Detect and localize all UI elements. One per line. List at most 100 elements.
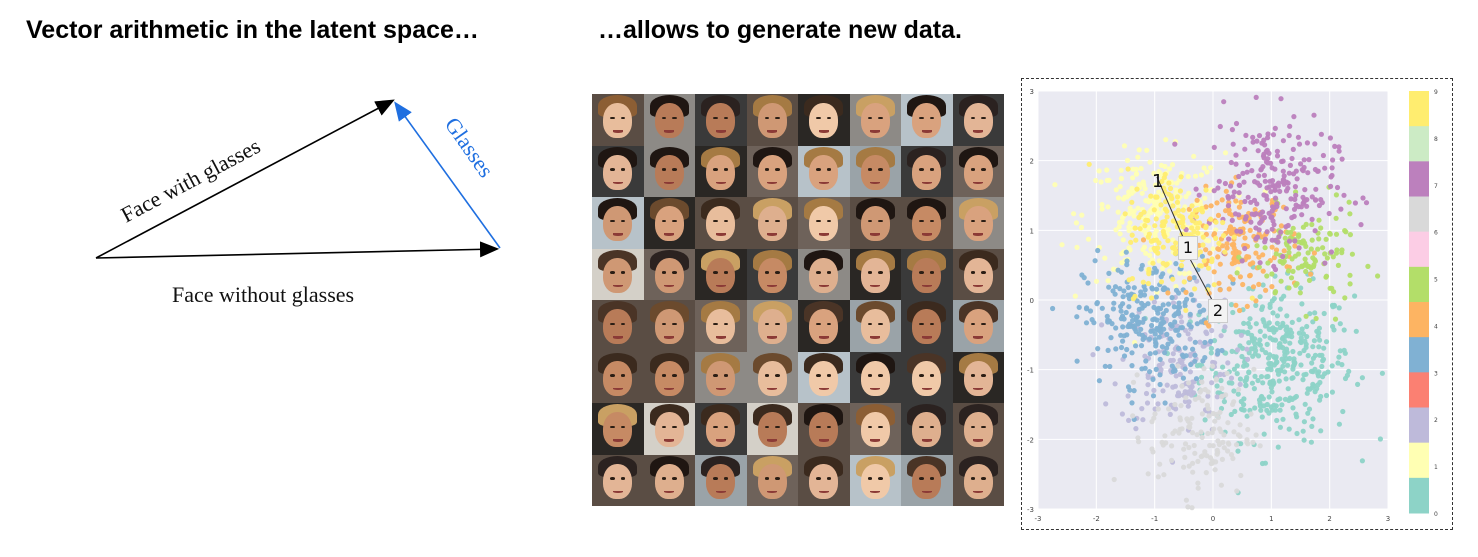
scatter-point: [1129, 199, 1135, 205]
scatter-point: [1292, 196, 1298, 202]
scatter-point: [1078, 224, 1085, 231]
scatter-point: [1312, 141, 1318, 147]
scatter-point: [1256, 173, 1262, 179]
scatter-point: [1258, 407, 1264, 413]
scatter-point: [1326, 210, 1332, 217]
scatter-point: [1125, 284, 1131, 291]
scatter-point: [1218, 405, 1225, 412]
scatter-point: [1228, 375, 1235, 381]
scatter-point: [1109, 321, 1115, 327]
scatter-point: [1246, 340, 1252, 346]
scatter-point: [1305, 410, 1311, 416]
scatter-point: [1160, 219, 1166, 225]
scatter-point: [1243, 382, 1249, 388]
face-image: [952, 454, 1004, 506]
scatter-point: [1169, 363, 1175, 369]
scatter-point: [1241, 179, 1247, 185]
scatter-point: [1274, 417, 1280, 424]
scatter-point: [1138, 289, 1144, 295]
scatter-point: [1304, 323, 1310, 330]
scatter-point: [1310, 344, 1316, 350]
scatter-point: [1185, 173, 1191, 180]
scatter-point: [1272, 266, 1279, 273]
scatter-point: [1257, 443, 1263, 449]
scatter-point: [1189, 203, 1195, 209]
scatter-point: [1204, 169, 1210, 175]
face-image: [746, 300, 798, 352]
scatter-point: [1229, 380, 1235, 386]
scatter-point: [1160, 228, 1166, 235]
scatter-point: [1248, 219, 1254, 225]
scatter-point: [1194, 321, 1200, 327]
scatter-point: [1199, 434, 1205, 440]
scatter-point: [1325, 369, 1331, 375]
scatter-point: [1271, 222, 1277, 228]
scatter-point: [1329, 302, 1336, 308]
scatter-point: [1299, 212, 1305, 218]
scatter-point: [1223, 350, 1229, 356]
scatter-point: [1293, 282, 1299, 288]
scatter-point: [1242, 198, 1248, 205]
scatter-point: [1190, 460, 1196, 466]
scatter-point: [1248, 199, 1254, 205]
scatter-point: [1182, 441, 1189, 447]
scatter-point: [1229, 127, 1235, 133]
scatter-point: [1242, 235, 1248, 241]
scatter-point: [1187, 232, 1193, 238]
scatter-point: [1126, 211, 1132, 217]
scatter-point: [1269, 284, 1275, 290]
scatter-point: [1208, 165, 1214, 171]
scatter-point: [1157, 372, 1163, 378]
scatter-point: [1195, 225, 1201, 231]
scatter-point: [1164, 214, 1170, 220]
scatter-point: [1285, 362, 1291, 368]
scatter-point: [1317, 379, 1323, 386]
scatter-point: [1168, 357, 1174, 364]
scatter-point: [1238, 398, 1244, 405]
scatter-point: [1358, 222, 1364, 228]
scatter-point: [1218, 377, 1224, 384]
face-image: [746, 248, 798, 300]
face-image: [746, 145, 798, 197]
scatter-point: [1185, 403, 1191, 409]
scatter-point: [1198, 319, 1204, 325]
scatter-point: [1135, 205, 1141, 211]
scatter-point: [1319, 363, 1325, 370]
scatter-point: [1315, 168, 1321, 174]
scatter-point: [1253, 302, 1259, 308]
scatter-point: [1132, 293, 1138, 299]
scatter-point: [1278, 223, 1284, 229]
scatter-point: [1160, 265, 1166, 271]
scatter-point: [1199, 453, 1205, 459]
scatter-point: [1131, 213, 1137, 219]
scatter-point: [1130, 175, 1136, 181]
scatter-point: [1205, 389, 1211, 395]
scatter-point: [1170, 218, 1177, 224]
scatter-point: [1196, 192, 1202, 198]
scatter-point: [1274, 153, 1281, 159]
scatter-point: [1264, 323, 1270, 329]
face-image: [746, 94, 798, 146]
scatter-point: [1233, 198, 1239, 204]
scatter-point: [1318, 225, 1324, 231]
scatter-point: [1250, 134, 1256, 140]
scatter-point: [1309, 221, 1315, 228]
scatter-point: [1231, 388, 1237, 394]
scatter-point: [1234, 488, 1240, 494]
scatter-point: [1309, 423, 1315, 429]
face-image: [592, 94, 644, 146]
scatter-point: [1247, 272, 1253, 278]
scatter-point: [1352, 200, 1358, 206]
scatter-point: [1328, 174, 1334, 180]
scatter-point: [1142, 223, 1148, 229]
scatter-point: [1209, 327, 1215, 334]
scatter-point: [1255, 377, 1261, 384]
x-tick-label: 0: [1211, 515, 1215, 523]
scatter-point: [1140, 417, 1146, 423]
face-image: [746, 351, 798, 403]
scatter-point: [1175, 345, 1182, 351]
scatter-point: [1257, 294, 1263, 300]
scatter-point: [1286, 285, 1292, 291]
scatter-point: [1120, 237, 1126, 243]
scatter-point: [1252, 340, 1258, 346]
